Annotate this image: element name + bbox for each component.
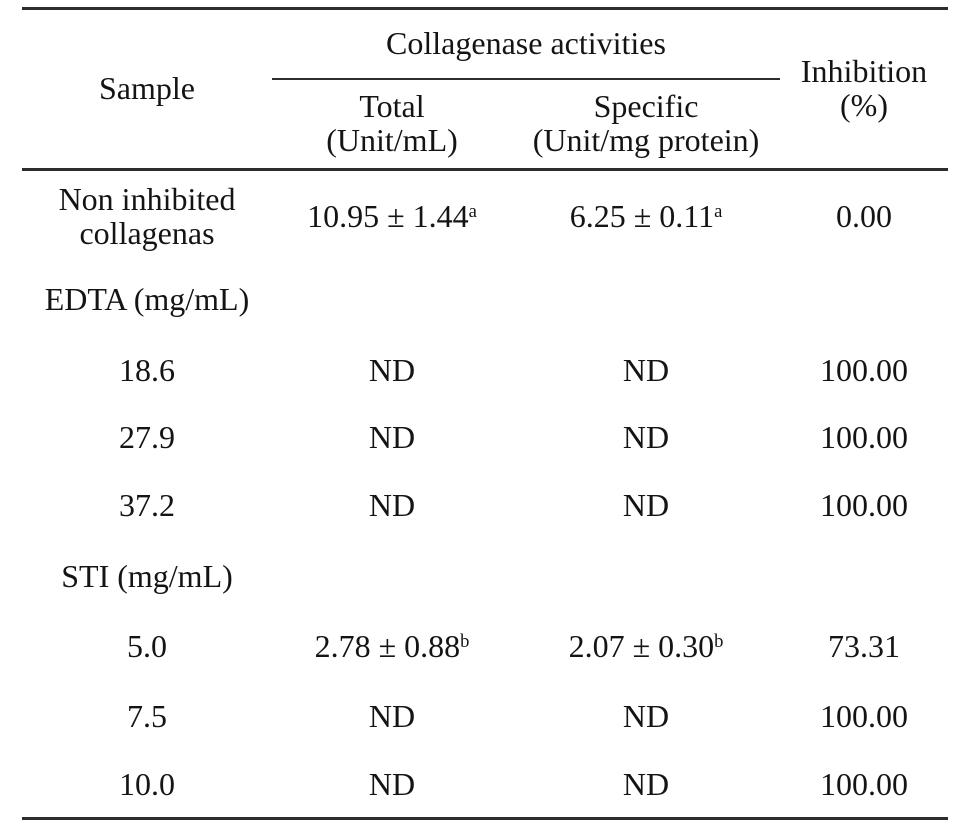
footnote-marker: a [714,200,723,222]
header-total-line2: (Unit/mL) [326,121,458,158]
cell-inhibition: 100.00 [820,765,908,802]
header-inhibition: Inhibition (%) [780,9,948,170]
cell-specific: 2.07 ± 0.30b [568,627,724,664]
cell-specific: ND [622,765,670,802]
cell-total: 2.78 ± 0.88b [314,627,470,664]
table-row: 10.0 ND ND 100.00 [22,753,948,819]
header-specific-line2: (Unit/mg protein) [532,121,760,158]
header-group-label: Collagenase activities [386,24,666,61]
cell-specific: ND [622,487,670,524]
table-row: 27.9 ND ND 100.00 [22,405,948,472]
cell-specific [512,263,780,338]
header-specific: Specific (Unit/mg protein) [512,79,780,170]
header-row-subcolumns: Total (Unit/mL) Specific (Unit/mg protei… [22,79,948,170]
cell-specific: ND [622,419,670,456]
cell-inhibition: 100.00 [820,352,908,389]
cell-specific: ND [622,352,670,389]
cell-specific [512,541,780,613]
cell-inhibition: 100.00 [820,487,908,524]
cell-inhibition: 100.00 [820,419,908,456]
cell-total: 10.95 ± 1.44a [307,197,477,234]
table-row: 37.2 ND ND 100.00 [22,472,948,541]
cell-total: ND [368,487,416,524]
cell-inhibition [780,263,948,338]
cell-specific: ND [622,697,670,734]
header-sample: Sample [22,9,272,170]
cell-sample: STI (mg/mL) [61,557,233,594]
cell-total [272,541,512,613]
cell-sample: 27.9 [119,419,175,456]
cell-sample: 37.2 [119,487,175,524]
collagenase-inhibition-table: Sample Collagenase activities Inhibition… [22,7,948,820]
cell-inhibition: 73.31 [828,627,900,664]
table-row: 7.5 ND ND 100.00 [22,681,948,753]
table-row: Non inhibited collagenas 10.95 ± 1.44a 6… [22,170,948,263]
header-total-line1: Total [359,88,425,125]
header-row-group: Sample Collagenase activities Inhibition… [22,8,948,122]
cell-inhibition: 100.00 [820,697,908,734]
footnote-marker: b [714,630,724,652]
header-inhibition-line2: (%) [840,87,888,123]
table-header: Sample Collagenase activities Inhibition… [22,8,948,170]
table-row: 5.0 2.78 ± 0.88b 2.07 ± 0.30b 73.31 [22,613,948,681]
table-row-section-edta: EDTA (mg/mL) [22,263,948,338]
header-sample-label: Sample [99,70,195,107]
cell-total: ND [368,765,416,802]
cell-inhibition: 0.00 [836,197,892,234]
sample-line1: Non inhibited [58,181,236,218]
cell-total: ND [368,352,416,389]
footnote-marker: b [460,630,470,652]
header-total: Total (Unit/mL) [272,79,512,170]
cell-sample: EDTA (mg/mL) [44,281,250,318]
cell-specific: 6.25 ± 0.11a [569,197,723,234]
table-row: 18.6 ND ND 100.00 [22,338,948,405]
cell-sample: 10.0 [119,765,175,802]
cell-sample: 5.0 [127,627,167,664]
cell-total [272,263,512,338]
cell-total: ND [368,697,416,734]
cell-sample: Non inhibited collagenas [22,170,272,263]
header-specific-line1: Specific [593,88,699,125]
cell-total: ND [368,419,416,456]
table-row-section-sti: STI (mg/mL) [22,541,948,613]
header-inhibition-line1: Inhibition [800,53,928,90]
table-body: Non inhibited collagenas 10.95 ± 1.44a 6… [22,170,948,819]
cell-sample: 7.5 [127,697,167,734]
footnote-marker: a [468,200,477,222]
header-group-collagenase-activities: Collagenase activities [272,8,780,80]
cell-inhibition [780,541,948,613]
cell-sample: 18.6 [119,352,175,389]
sample-line2: collagenas [79,214,215,251]
